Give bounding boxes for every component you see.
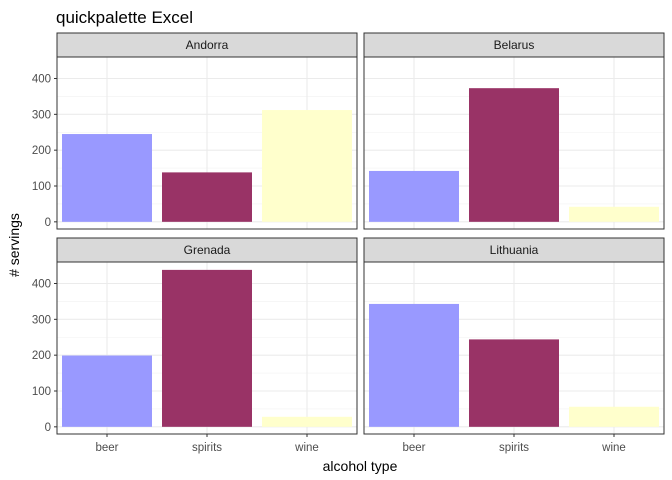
bar-belarus-beer	[369, 170, 459, 222]
x-tick-label: beer	[402, 442, 425, 454]
bar-grenada-spirits	[162, 269, 252, 427]
x-tick-label: spirits	[499, 442, 529, 454]
facet-andorra: Andorra 0 100 200 300 400	[32, 32, 358, 230]
facet-panels: Andorra 0 100 200 300 400 Belarus Grenada 0 100 20…	[32, 32, 665, 454]
x-tick-label: wine	[601, 442, 626, 454]
bar-andorra-beer	[62, 134, 152, 222]
facet-strip	[363, 32, 665, 58]
bar-grenada-beer	[62, 355, 152, 427]
bar-belarus-spirits	[469, 88, 559, 222]
y-tick-label: 0	[45, 422, 51, 434]
y-tick-label: 200	[32, 350, 51, 362]
panel-border	[56, 56, 358, 230]
bar-andorra-spirits	[162, 172, 252, 222]
facet-lithuania: Lithuania beer spirits wine	[363, 237, 665, 454]
bar-lithuania-wine	[569, 406, 659, 427]
facet-strip-label: Grenada	[184, 243, 231, 257]
facet-strip-label: Lithuania	[490, 243, 539, 257]
x-axis-title: alcohol type	[323, 458, 398, 474]
y-tick-label: 200	[32, 145, 51, 157]
facet-strip	[363, 237, 665, 263]
bar-lithuania-spirits	[469, 339, 559, 427]
bar-andorra-wine	[262, 110, 352, 222]
y-tick-label: 100	[32, 386, 51, 398]
bar-belarus-wine	[569, 206, 659, 222]
panel-border	[363, 56, 665, 230]
y-tick-label: 300	[32, 314, 51, 326]
facet-strip-label: Andorra	[186, 38, 229, 52]
chart-title: quickpalette Excel	[56, 8, 193, 27]
y-tick-label: 0	[45, 217, 51, 229]
x-tick-label: beer	[95, 442, 118, 454]
facet-strip-label: Belarus	[494, 38, 535, 52]
bar-grenada-wine	[262, 416, 352, 427]
facet-strip	[56, 32, 358, 58]
x-tick-label: spirits	[192, 442, 222, 454]
y-tick-label: 400	[32, 279, 51, 291]
y-axis-title: # servings	[6, 213, 22, 277]
facet-grenada: Grenada 0 100 200 300 400 beer spirits wine	[32, 237, 358, 454]
y-tick-label: 300	[32, 109, 51, 121]
y-tick-label: 400	[32, 74, 51, 86]
y-tick-label: 100	[32, 181, 51, 193]
x-tick-label: wine	[294, 442, 319, 454]
bar-lithuania-beer	[369, 303, 459, 427]
facet-belarus: Belarus	[363, 32, 665, 230]
